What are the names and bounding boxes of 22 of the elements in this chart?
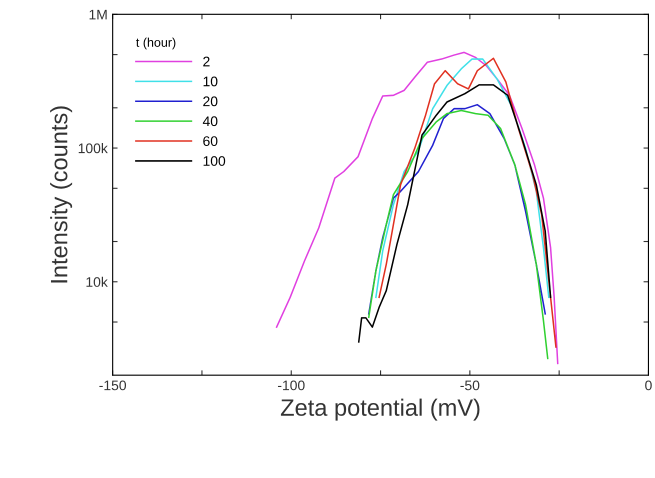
line-series	[358, 84, 552, 343]
line-series	[276, 52, 558, 364]
line-series	[368, 110, 548, 360]
legend-label: 60	[203, 136, 218, 146]
y-tick-label: 10k	[86, 276, 108, 287]
y-tick-label: 1M	[90, 10, 107, 20]
legend-label: 40	[202, 116, 218, 126]
x-axis-title: Zeta potential (mV)	[280, 398, 480, 421]
line-series	[368, 104, 546, 315]
x-tick-label: -150	[99, 380, 126, 390]
x-tick-label: -50	[460, 380, 480, 390]
line-series	[378, 58, 557, 348]
legend-label: 20	[203, 96, 218, 106]
legend-title: t (hour)	[136, 38, 176, 50]
y-tick-label: 100k	[78, 143, 108, 154]
y-axis-title: Intensity (counts)	[50, 106, 72, 282]
legend-label: 2	[203, 56, 210, 66]
x-tick-label: -100	[278, 380, 305, 390]
legend-label: 10	[204, 76, 218, 86]
x-tick-label: 0	[645, 380, 652, 390]
legend-label: 100	[204, 156, 226, 166]
line-series	[375, 58, 550, 298]
